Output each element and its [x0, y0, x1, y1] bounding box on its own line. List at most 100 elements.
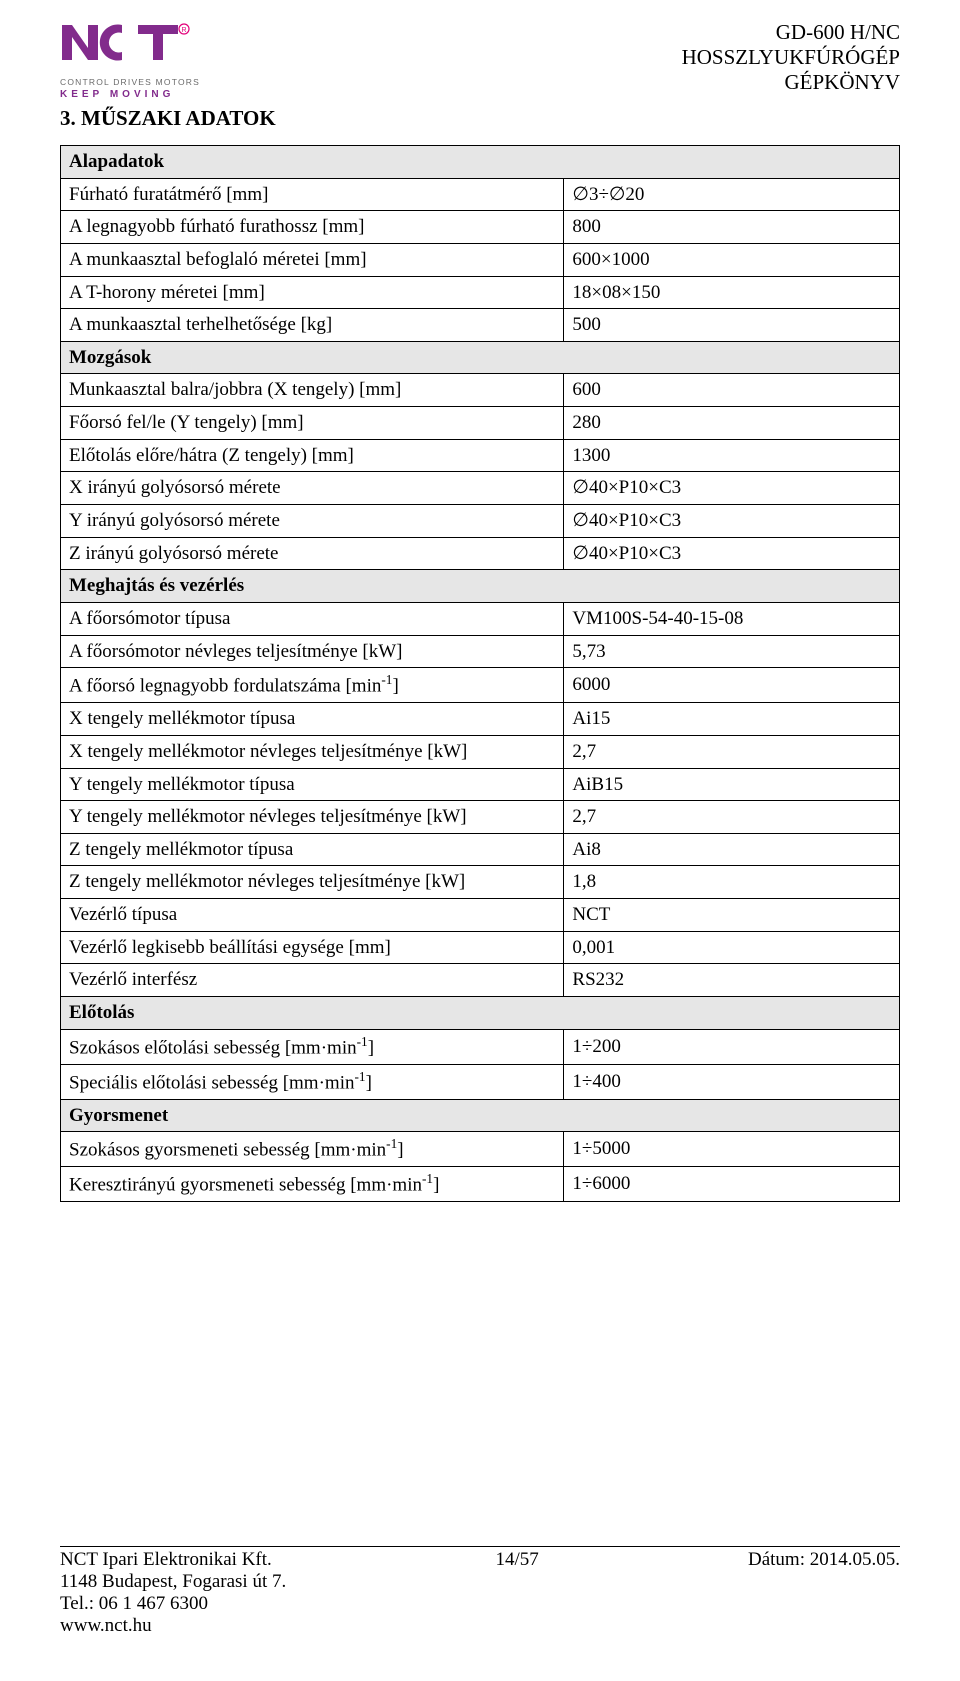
value-cell: 0,001 [564, 931, 900, 964]
value-cell: VM100S-54-40-15-08 [564, 602, 900, 635]
label-cell: Fúrható furatátmérő [mm] [61, 178, 564, 211]
value-cell: 600 [564, 374, 900, 407]
value-cell: ∅3÷∅20 [564, 178, 900, 211]
label-cell: X irányú golyósorsó mérete [61, 472, 564, 505]
footer-page: 14/57 [286, 1549, 748, 1637]
label-cell: Vezérlő interfész [61, 964, 564, 997]
label-cell: Keresztirányú gyorsmeneti sebesség [mm·m… [61, 1167, 564, 1202]
footer-date: Dátum: 2014.05.05. [748, 1549, 900, 1637]
nct-logo-icon: R [60, 20, 190, 75]
value-cell: 5,73 [564, 635, 900, 668]
svg-text:R: R [181, 27, 186, 34]
value-cell: 2,7 [564, 735, 900, 768]
table-row: A legnagyobb fúrható furathossz [mm]800 [61, 211, 900, 244]
doc-meta: GD-600 H/NC HOSSZLYUKFÚRÓGÉP GÉPKÖNYV [682, 20, 900, 96]
table-row: Előtolás [61, 996, 900, 1029]
table-row: Z irányú golyósorsó mérete∅40×P10×C3 [61, 537, 900, 570]
value-cell: 1÷6000 [564, 1167, 900, 1202]
section-cell: Mozgások [61, 341, 900, 374]
table-row: X irányú golyósorsó mérete∅40×P10×C3 [61, 472, 900, 505]
label-cell: Y tengely mellékmotor névleges teljesítm… [61, 801, 564, 834]
label-cell: Vezérlő típusa [61, 899, 564, 932]
label-cell: Előtolás előre/hátra (Z tengely) [mm] [61, 439, 564, 472]
label-cell: Z tengely mellékmotor típusa [61, 833, 564, 866]
label-cell: A T-horony méretei [mm] [61, 276, 564, 309]
table-row: Y irányú golyósorsó mérete∅40×P10×C3 [61, 505, 900, 538]
table-row: Y tengely mellékmotor típusaAiB15 [61, 768, 900, 801]
label-cell: A munkaasztal befoglaló méretei [mm] [61, 243, 564, 276]
footer-company: NCT Ipari Elektronikai Kft. [60, 1549, 286, 1571]
label-cell: X tengely mellékmotor névleges teljesítm… [61, 735, 564, 768]
section-cell: Alapadatok [61, 146, 900, 179]
value-cell: 6000 [564, 668, 900, 703]
label-cell: A főorsómotor típusa [61, 602, 564, 635]
value-cell: 2,7 [564, 801, 900, 834]
logo-keep-moving: KEEP MOVING [60, 89, 174, 100]
value-cell: ∅40×P10×C3 [564, 537, 900, 570]
label-cell: A főorsómotor névleges teljesítménye [kW… [61, 635, 564, 668]
label-cell: A legnagyobb fúrható furathossz [mm] [61, 211, 564, 244]
footer-web: www.nct.hu [60, 1615, 286, 1637]
table-row: A főorsó legnagyobb fordulatszáma [min-1… [61, 668, 900, 703]
section-cell: Meghajtás és vezérlés [61, 570, 900, 603]
value-cell: RS232 [564, 964, 900, 997]
table-row: Y tengely mellékmotor névleges teljesítm… [61, 801, 900, 834]
label-cell: A főorsó legnagyobb fordulatszáma [min-1… [61, 668, 564, 703]
value-cell: 1÷400 [564, 1064, 900, 1099]
section-cell: Előtolás [61, 996, 900, 1029]
table-row: Szokásos előtolási sebesség [mm·min-1]1÷… [61, 1029, 900, 1064]
logo-block: R CONTROL DRIVES MOTORS KEEP MOVING [60, 20, 200, 100]
table-row: A főorsómotor típusaVM100S-54-40-15-08 [61, 602, 900, 635]
table-row: Alapadatok [61, 146, 900, 179]
value-cell: ∅40×P10×C3 [564, 472, 900, 505]
table-row: Mozgások [61, 341, 900, 374]
label-cell: Speciális előtolási sebesség [mm·min-1] [61, 1064, 564, 1099]
table-row: Keresztirányú gyorsmeneti sebesség [mm·m… [61, 1167, 900, 1202]
value-cell: 800 [564, 211, 900, 244]
section-cell: Gyorsmenet [61, 1099, 900, 1132]
table-row: Szokásos gyorsmeneti sebesség [mm·min-1]… [61, 1132, 900, 1167]
table-row: Fúrható furatátmérő [mm]∅3÷∅20 [61, 178, 900, 211]
value-cell: NCT [564, 899, 900, 932]
doc-type: HOSSZLYUKFÚRÓGÉP [682, 45, 900, 70]
value-cell: 1300 [564, 439, 900, 472]
label-cell: Szokásos gyorsmeneti sebesség [mm·min-1] [61, 1132, 564, 1167]
spec-table: AlapadatokFúrható furatátmérő [mm]∅3÷∅20… [60, 145, 900, 1202]
label-cell: Z tengely mellékmotor névleges teljesítm… [61, 866, 564, 899]
table-row: Vezérlő típusaNCT [61, 899, 900, 932]
value-cell: Ai8 [564, 833, 900, 866]
page-footer: NCT Ipari Elektronikai Kft. 1148 Budapes… [60, 1546, 900, 1637]
doc-book: GÉPKÖNYV [682, 70, 900, 95]
table-row: X tengely mellékmotor névleges teljesítm… [61, 735, 900, 768]
table-row: Előtolás előre/hátra (Z tengely) [mm]130… [61, 439, 900, 472]
value-cell: Ai15 [564, 703, 900, 736]
table-row: Z tengely mellékmotor típusaAi8 [61, 833, 900, 866]
table-row: A munkaasztal terhelhetősége [kg]500 [61, 309, 900, 342]
label-cell: Y irányú golyósorsó mérete [61, 505, 564, 538]
value-cell: 500 [564, 309, 900, 342]
label-cell: Főorsó fel/le (Y tengely) [mm] [61, 407, 564, 440]
table-row: X tengely mellékmotor típusaAi15 [61, 703, 900, 736]
table-row: Munkaasztal balra/jobbra (X tengely) [mm… [61, 374, 900, 407]
label-cell: Y tengely mellékmotor típusa [61, 768, 564, 801]
label-cell: Vezérlő legkisebb beállítási egysége [mm… [61, 931, 564, 964]
table-row: Főorsó fel/le (Y tengely) [mm]280 [61, 407, 900, 440]
table-row: A T-horony méretei [mm]18×08×150 [61, 276, 900, 309]
label-cell: X tengely mellékmotor típusa [61, 703, 564, 736]
table-row: Z tengely mellékmotor névleges teljesítm… [61, 866, 900, 899]
label-cell: Z irányú golyósorsó mérete [61, 537, 564, 570]
table-row: Gyorsmenet [61, 1099, 900, 1132]
table-row: Meghajtás és vezérlés [61, 570, 900, 603]
table-row: A munkaasztal befoglaló méretei [mm]600×… [61, 243, 900, 276]
table-row: Speciális előtolási sebesség [mm·min-1]1… [61, 1064, 900, 1099]
footer-address: 1148 Budapest, Fogarasi út 7. [60, 1571, 286, 1593]
value-cell: 18×08×150 [564, 276, 900, 309]
label-cell: Munkaasztal balra/jobbra (X tengely) [mm… [61, 374, 564, 407]
value-cell: 280 [564, 407, 900, 440]
footer-left: NCT Ipari Elektronikai Kft. 1148 Budapes… [60, 1549, 286, 1637]
table-row: A főorsómotor névleges teljesítménye [kW… [61, 635, 900, 668]
table-row: Vezérlő interfészRS232 [61, 964, 900, 997]
page-header: R CONTROL DRIVES MOTORS KEEP MOVING GD-6… [0, 0, 960, 100]
value-cell: 600×1000 [564, 243, 900, 276]
label-cell: A munkaasztal terhelhetősége [kg] [61, 309, 564, 342]
